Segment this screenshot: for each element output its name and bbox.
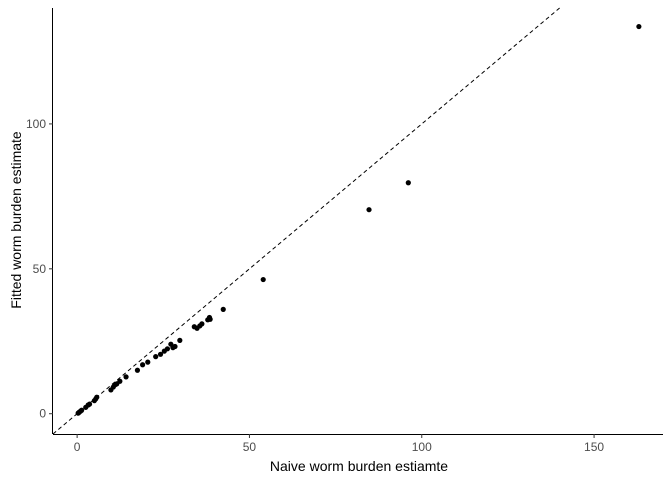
data-point bbox=[207, 316, 213, 322]
x-tick-label: 150 bbox=[584, 440, 604, 454]
x-axis: 0 50 100 150 bbox=[53, 434, 663, 454]
data-point bbox=[79, 407, 85, 413]
data-point bbox=[153, 354, 159, 360]
data-point bbox=[134, 367, 141, 373]
data-point bbox=[164, 346, 171, 352]
reference-line-layer bbox=[52, 7, 560, 435]
y-axis-title: Fitted worm burden estimate bbox=[8, 131, 24, 309]
y-tick-label: 100 bbox=[26, 117, 46, 131]
data-point bbox=[94, 394, 100, 400]
x-axis-title: Naive worm burden estiamte bbox=[270, 458, 448, 474]
identity-reference-line bbox=[52, 7, 560, 435]
x-tick-label: 100 bbox=[412, 440, 432, 454]
data-point bbox=[145, 359, 151, 365]
data-point bbox=[123, 374, 129, 380]
data-point bbox=[86, 401, 93, 407]
points-layer bbox=[75, 23, 642, 416]
data-point bbox=[260, 276, 266, 283]
data-point bbox=[157, 351, 164, 357]
data-point bbox=[117, 378, 123, 384]
y-tick-label: 0 bbox=[39, 407, 46, 421]
y-axis: 0 50 100 bbox=[26, 8, 53, 434]
data-point bbox=[177, 337, 183, 343]
data-point bbox=[405, 180, 411, 186]
data-point bbox=[140, 362, 146, 368]
data-point bbox=[172, 343, 178, 350]
data-point bbox=[366, 207, 372, 213]
x-tick-label: 0 bbox=[74, 440, 81, 454]
data-point bbox=[199, 321, 205, 327]
y-tick-label: 50 bbox=[33, 262, 47, 276]
x-tick-label: 50 bbox=[243, 440, 257, 454]
data-point bbox=[220, 306, 226, 312]
data-point bbox=[636, 23, 642, 30]
